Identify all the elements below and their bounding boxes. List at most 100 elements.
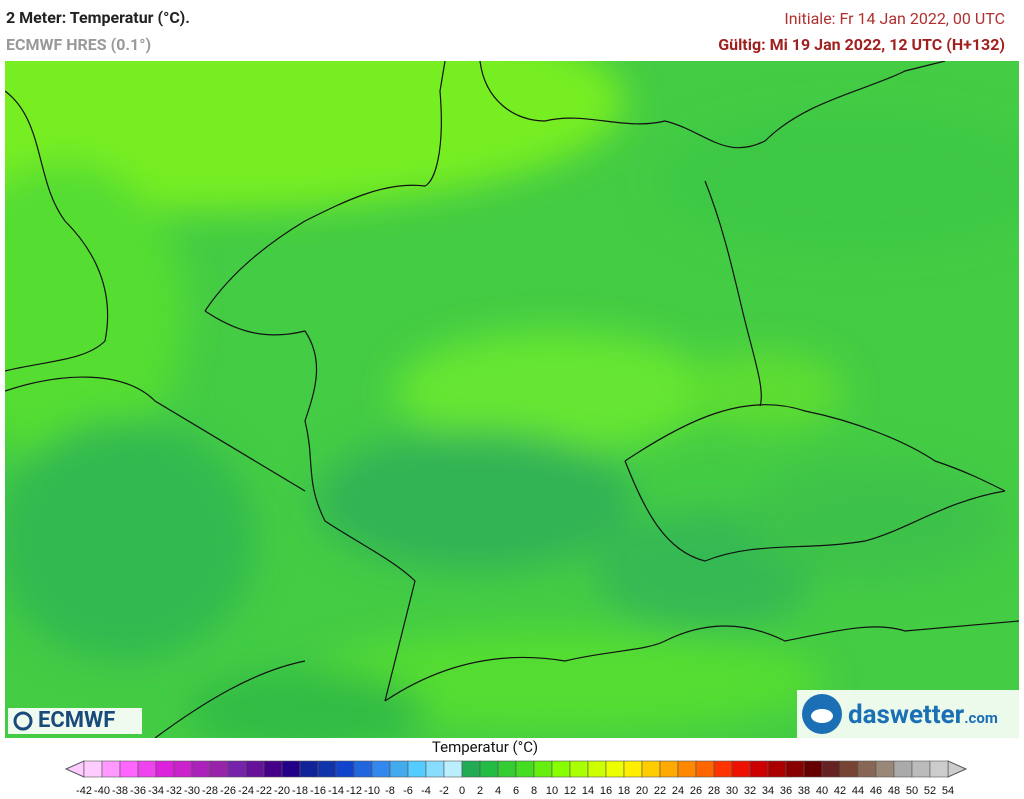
colorbar-swatch <box>605 760 625 778</box>
colorbar-swatch <box>803 760 823 778</box>
colorbar-tick-label: 22 <box>654 785 666 797</box>
colorbar-tick-label: -24 <box>238 785 254 797</box>
colorbar-swatch <box>191 760 211 778</box>
daswetter-logo: daswetter.com <box>848 700 998 730</box>
colorbar-tick-label: -30 <box>184 785 200 797</box>
colorbar-swatch <box>515 760 535 778</box>
colorbar-swatch <box>335 760 355 778</box>
colorbar-tick-label: 34 <box>762 785 774 797</box>
valid-time: Gültig: Mi 19 Jan 2022, 12 UTC (H+132) <box>718 35 1005 54</box>
colorbar-tick-label: 16 <box>600 785 612 797</box>
colorbar-swatch <box>731 760 751 778</box>
colorbar-swatch <box>641 760 661 778</box>
colorbar: -42 -40 -38 -36 -34 -32 -30 -28 -26 -24 -22 -20 -18-… <box>64 760 968 797</box>
temperature-field <box>5 61 1019 738</box>
colorbar-tick-label: 6 <box>513 785 519 797</box>
borders <box>5 61 1019 738</box>
colorbar-swatch <box>893 760 913 778</box>
colorbar-tick-label: -32 <box>166 785 182 797</box>
colorbar-tick-label: -14 <box>328 785 344 797</box>
colorbar-swatch <box>713 760 733 778</box>
colorbar-tick-label: 32 <box>744 785 756 797</box>
colorbar-swatch <box>227 760 247 778</box>
colorbar-swatch <box>317 760 337 778</box>
colorbar-tick-label: -26 <box>220 785 236 797</box>
colorbar-tick-label: -2 <box>439 785 449 797</box>
daswetter-suffix: .com <box>964 709 998 727</box>
init-time: Initiale: Fr 14 Jan 2022, 00 UTC <box>784 9 1005 28</box>
colorbar-swatch <box>101 760 121 778</box>
colorbar-swatch <box>911 760 931 778</box>
colorbar-swatch <box>857 760 877 778</box>
colorbar-arrow-low <box>64 760 85 778</box>
colorbar-arrow-high <box>947 760 968 778</box>
colorbar-swatch <box>497 760 517 778</box>
colorbar-tick-label: 38 <box>798 785 810 797</box>
colorbar-tick-label: -20 <box>274 785 290 797</box>
colorbar-swatch <box>407 760 427 778</box>
colorbar-tick-label: -10 <box>364 785 380 797</box>
colorbar-swatch <box>281 760 301 778</box>
map <box>5 61 1019 738</box>
colorbar-tick-label: 44 <box>852 785 864 797</box>
colorbar-tick-label: 12 <box>564 785 576 797</box>
colorbar-tick-label: 14 <box>582 785 594 797</box>
colorbar-swatch <box>533 760 553 778</box>
colorbar-swatch <box>929 760 949 778</box>
colorbar-tick-label: -6 <box>403 785 413 797</box>
colorbar-tick-label: 50 <box>906 785 918 797</box>
colorbar-swatch <box>173 760 193 778</box>
colorbar-tick-label: -22 <box>256 785 272 797</box>
colorbar-swatch <box>425 760 445 778</box>
colorbar-tick-label: -18 <box>292 785 308 797</box>
colorbar-swatch <box>749 760 769 778</box>
colorbar-tick-label: 28 <box>708 785 720 797</box>
daswetter-icon <box>802 694 842 734</box>
colorbar-swatch <box>785 760 805 778</box>
colorbar-tick-label: 0 <box>459 785 465 797</box>
colorbar-swatch <box>677 760 697 778</box>
colorbar-swatch <box>83 760 103 778</box>
colorbar-swatch <box>587 760 607 778</box>
colorbar-tick-label: -4 <box>421 785 431 797</box>
colorbar-tick-label: 10 <box>546 785 558 797</box>
colorbar-swatch <box>371 760 391 778</box>
colorbar-swatch <box>551 760 571 778</box>
colorbar-tick-label: 20 <box>636 785 648 797</box>
colorbar-swatch <box>263 760 283 778</box>
colorbar-tick-label: 40 <box>816 785 828 797</box>
colorbar-swatch <box>353 760 373 778</box>
colorbar-tick-label: 24 <box>672 785 684 797</box>
colorbar-tick-label: 26 <box>690 785 702 797</box>
colorbar-tick-label: 36 <box>780 785 792 797</box>
colorbar-tick-label: 48 <box>888 785 900 797</box>
colorbar-tick-label: -34 <box>148 785 164 797</box>
colorbar-swatch <box>155 760 175 778</box>
colorbar-swatch <box>389 760 409 778</box>
colorbar-tick-label: -38 <box>112 785 128 797</box>
colorbar-tick-label: 30 <box>726 785 738 797</box>
colorbar-tick-label: 2 <box>477 785 483 797</box>
colorbar-tick-label: -40 <box>94 785 110 797</box>
colorbar-tick-label: -28 <box>202 785 218 797</box>
colorbar-tick-label: -16 <box>310 785 326 797</box>
colorbar-swatch <box>461 760 481 778</box>
colorbar-label: Temperatur (°C) <box>431 738 539 756</box>
colorbar-tick-label: -8 <box>385 785 395 797</box>
colorbar-swatch <box>299 760 319 778</box>
colorbar-tick-label: 54 <box>942 785 954 797</box>
colorbar-swatch <box>209 760 229 778</box>
colorbar-swatch <box>569 760 589 778</box>
colorbar-swatch <box>623 760 643 778</box>
colorbar-swatch <box>245 760 265 778</box>
colorbar-swatch <box>821 760 841 778</box>
ecmwf-icon <box>13 711 33 731</box>
colorbar-swatch <box>767 760 787 778</box>
colorbar-swatch <box>137 760 157 778</box>
colorbar-tick-label: 4 <box>495 785 501 797</box>
ecmwf-logo: ECMWF <box>38 708 116 733</box>
colorbar-swatch <box>479 760 499 778</box>
daswetter-text: daswetter <box>848 700 965 730</box>
colorbar-tick-label: 52 <box>924 785 936 797</box>
